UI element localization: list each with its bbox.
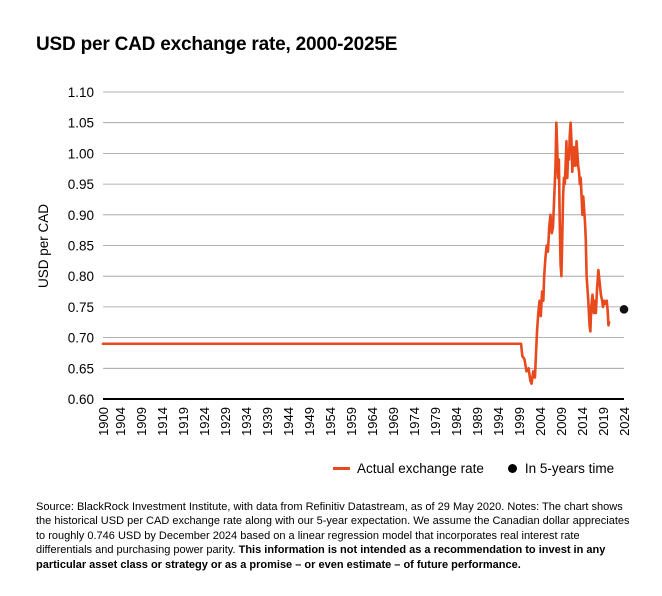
source-text: Source: BlackRock Investment Institute, …: [36, 501, 630, 557]
y-tick-label: 0.75: [68, 300, 94, 315]
x-tick-label: 2004: [533, 407, 548, 436]
x-tick-label: 1944: [281, 407, 296, 436]
x-tick-label: 2024: [617, 407, 632, 436]
x-tick-label: 1904: [113, 407, 128, 436]
x-tick-label: 1979: [428, 407, 443, 436]
disclaimer-text: This information is not intended as a re…: [36, 544, 606, 571]
y-tick-label: 0.85: [68, 239, 94, 254]
y-tick-label: 0.95: [68, 177, 94, 192]
x-tick-label: 1909: [134, 407, 149, 436]
y-tick-label: 0.60: [68, 392, 94, 407]
legend-label-forecast: In 5-years time: [524, 461, 615, 476]
y-tick-label: 0.90: [68, 208, 94, 223]
x-tick-label: 1994: [491, 407, 506, 436]
x-tick-label: 1959: [344, 407, 359, 436]
y-tick-labels: 0.60 0.65 0.70 0.75 0.80 0.85 0.90 0.95 1.00 1.05…: [68, 85, 94, 407]
x-tick-label: 1954: [323, 407, 338, 436]
x-tick-label: 1949: [302, 407, 317, 436]
x-tick-label: 1924: [197, 407, 212, 436]
x-tick-label: 1974: [407, 407, 422, 436]
forecast-point: [619, 305, 629, 314]
x-tick-label: 1984: [449, 407, 464, 436]
x-tick-label: 1989: [470, 407, 485, 436]
legend-label-actual: Actual exchange rate: [357, 461, 484, 476]
series-line-actual: [101, 121, 611, 385]
x-tick-label: 2009: [554, 407, 569, 436]
x-tick-label: 1914: [155, 407, 170, 436]
x-tick-label: 1929: [218, 407, 233, 436]
y-axis-label: USD per CAD: [36, 204, 51, 288]
x-tick-label: 1934: [239, 407, 254, 436]
legend-swatch-actual: [333, 467, 350, 470]
x-tick-label: 1999: [512, 407, 527, 436]
chart-title: USD per CAD exchange rate, 2000-2025E: [36, 34, 398, 55]
legend-swatch-forecast: [507, 464, 517, 473]
y-tick-label: 0.70: [68, 331, 94, 346]
y-tick-label: 0.80: [68, 269, 94, 284]
x-tick-label: 1939: [260, 407, 275, 436]
y-tick-label: 1.10: [68, 85, 94, 100]
x-tick-label: 1900: [96, 407, 111, 436]
legend: Actual exchange rate In 5-years time: [333, 461, 614, 476]
x-tick-label: 1969: [386, 407, 401, 436]
x-tick-label: 1964: [365, 407, 380, 436]
x-tick-labels: 1900 1904 1909 1914 1919 1924 1929 1934 1939 1944…: [96, 407, 632, 436]
x-tick-label: 2014: [575, 407, 590, 436]
x-tick-label: 1919: [176, 407, 191, 436]
x-tick-label: 2019: [596, 407, 611, 436]
y-tick-label: 0.65: [68, 361, 94, 376]
source-note: Source: BlackRock Investment Institute, …: [36, 500, 631, 572]
series-layer: [101, 121, 629, 385]
y-tick-label: 1.05: [68, 116, 94, 131]
line-chart: 0.60 0.65 0.70 0.75 0.80 0.85 0.90 0.95 1.00 1.05…: [36, 85, 632, 436]
y-tick-label: 1.00: [68, 146, 94, 161]
